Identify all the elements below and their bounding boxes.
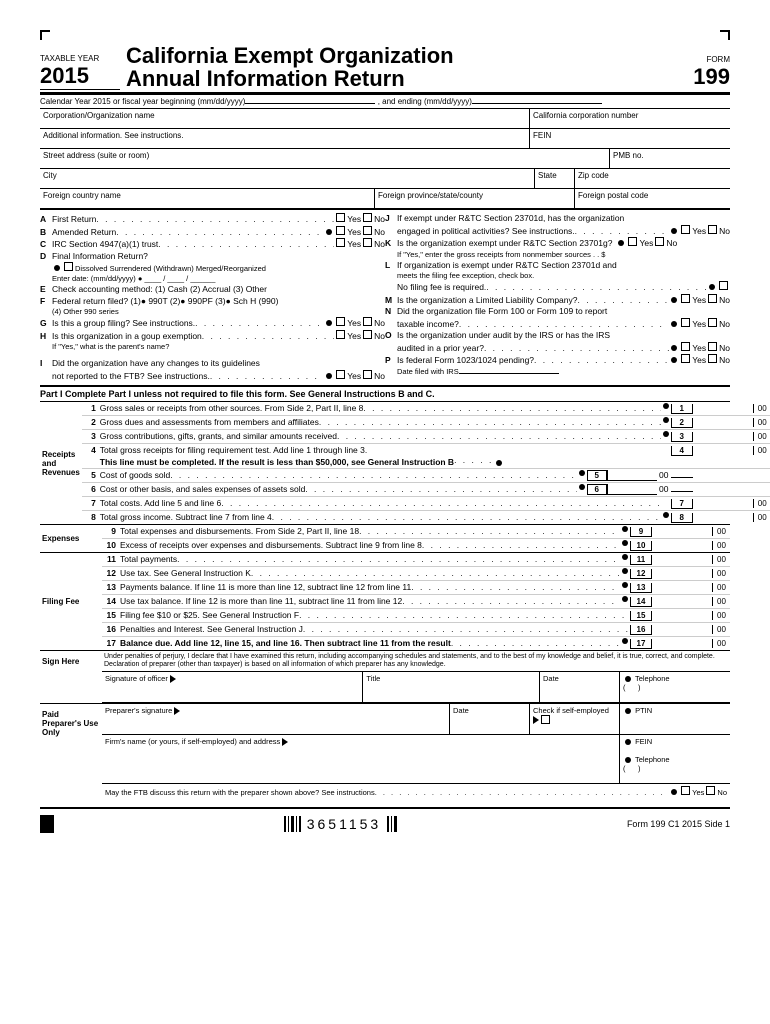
form-code: 3651153 bbox=[307, 816, 381, 832]
prep-fein-field[interactable]: FEIN Telephone( ) bbox=[620, 735, 730, 783]
date-field[interactable]: Date bbox=[540, 672, 620, 702]
foreign-country-field[interactable]: Foreign country name bbox=[40, 189, 375, 208]
b-yes-checkbox[interactable] bbox=[336, 226, 345, 235]
c-no-checkbox[interactable] bbox=[363, 238, 372, 247]
g-yes-checkbox[interactable] bbox=[336, 317, 345, 326]
corner-marks bbox=[40, 30, 730, 40]
form-title-2: Annual Information Return bbox=[126, 67, 670, 90]
prep-date-field[interactable]: Date bbox=[450, 704, 530, 735]
l-checkbox[interactable] bbox=[719, 281, 728, 290]
part-i-header: Part I Complete Part I unless not requir… bbox=[40, 386, 730, 402]
m-yes-checkbox[interactable] bbox=[681, 294, 690, 303]
m-no-checkbox[interactable] bbox=[708, 294, 717, 303]
city-field[interactable]: City bbox=[40, 169, 535, 188]
form-label: FORM bbox=[670, 55, 730, 64]
p-yes-checkbox[interactable] bbox=[681, 354, 690, 363]
ftb-yes-checkbox[interactable] bbox=[681, 786, 690, 795]
page-footer: 3651153 Form 199 C1 2015 Side 1 bbox=[40, 809, 730, 833]
page-label: Form 199 C1 2015 Side 1 bbox=[627, 819, 730, 829]
b-no-checkbox[interactable] bbox=[363, 226, 372, 235]
addl-info-field[interactable]: Additional information. See instructions… bbox=[40, 129, 530, 148]
paid-preparer-section: Paid Preparer's Use Only Preparer's sign… bbox=[40, 704, 730, 810]
i-no-checkbox[interactable] bbox=[363, 370, 372, 379]
k-yes-checkbox[interactable] bbox=[628, 237, 637, 246]
questions-section: AFirst ReturnYes No BAmended ReturnYes N… bbox=[40, 210, 730, 386]
n-yes-checkbox[interactable] bbox=[681, 318, 690, 327]
ptin-field[interactable]: PTIN bbox=[620, 704, 730, 735]
perjury-statement: Under penalties of perjury, I declare th… bbox=[102, 651, 730, 671]
form-title-1: California Exempt Organization bbox=[126, 44, 670, 67]
sign-here-label: Sign Here bbox=[40, 651, 102, 702]
filing-fee-block: Filing Fee 11Total payments1100 12Use ta… bbox=[40, 553, 730, 651]
h-no-checkbox[interactable] bbox=[363, 330, 372, 339]
foreign-province-field[interactable]: Foreign province/state/county bbox=[375, 189, 575, 208]
k-no-checkbox[interactable] bbox=[655, 237, 664, 246]
n-no-checkbox[interactable] bbox=[708, 318, 717, 327]
street-field[interactable]: Street address (suite or room) bbox=[40, 149, 610, 168]
expenses-label: Expenses bbox=[40, 525, 102, 552]
sign-here-section: Sign Here Under penalties of perjury, I … bbox=[40, 651, 730, 703]
telephone-field[interactable]: Telephone( ) bbox=[620, 672, 730, 702]
g-no-checkbox[interactable] bbox=[363, 317, 372, 326]
a-no-checkbox[interactable] bbox=[363, 213, 372, 222]
row-city: City State Zip code bbox=[40, 169, 730, 189]
fein-field[interactable]: FEIN bbox=[530, 129, 730, 148]
line-5-amount[interactable] bbox=[607, 470, 657, 481]
o-no-checkbox[interactable] bbox=[708, 342, 717, 351]
row-foreign: Foreign country name Foreign province/st… bbox=[40, 189, 730, 210]
row-street: Street address (suite or room) PMB no. bbox=[40, 149, 730, 169]
questions-right: JIf exempt under R&TC Section 23701d, ha… bbox=[385, 213, 730, 382]
expenses-block: Expenses 9Total expenses and disbursemen… bbox=[40, 525, 730, 553]
form-number: 199 bbox=[670, 64, 730, 90]
barcode-icon bbox=[284, 816, 301, 832]
a-yes-checkbox[interactable] bbox=[336, 213, 345, 222]
taxable-year-label: TAXABLE YEAR bbox=[40, 54, 120, 63]
officer-signature-field[interactable]: Signature of officer bbox=[102, 672, 363, 702]
h-yes-checkbox[interactable] bbox=[336, 330, 345, 339]
receipts-block: Receipts and Revenues 1Gross sales or re… bbox=[40, 402, 730, 525]
preparer-signature-field[interactable]: Preparer's signature bbox=[102, 704, 450, 735]
ca-corp-num-field[interactable]: California corporation number bbox=[530, 109, 730, 128]
c-yes-checkbox[interactable] bbox=[336, 238, 345, 247]
state-field[interactable]: State bbox=[535, 169, 575, 188]
j-yes-checkbox[interactable] bbox=[681, 225, 690, 234]
pmb-field[interactable]: PMB no. bbox=[610, 149, 730, 168]
line-6-amount[interactable] bbox=[607, 484, 657, 495]
row-corp-name: Corporation/Organization name California… bbox=[40, 109, 730, 129]
foreign-postal-field[interactable]: Foreign postal code bbox=[575, 189, 730, 208]
tax-year: 2015 bbox=[40, 63, 120, 90]
form-header: TAXABLE YEAR 2015 California Exempt Orga… bbox=[40, 44, 730, 95]
receipts-label: Receipts and Revenues bbox=[40, 402, 82, 524]
calendar-year-line: Calendar Year 2015 or fiscal year beginn… bbox=[40, 95, 730, 109]
zip-field[interactable]: Zip code bbox=[575, 169, 730, 188]
filing-fee-label: Filing Fee bbox=[40, 553, 102, 650]
ftb-no-checkbox[interactable] bbox=[706, 786, 715, 795]
row-addl-info: Additional information. See instructions… bbox=[40, 129, 730, 149]
self-employed-field[interactable]: Check if self-employed bbox=[530, 704, 620, 735]
j-no-checkbox[interactable] bbox=[708, 225, 717, 234]
title-field[interactable]: Title bbox=[363, 672, 540, 702]
barcode-left bbox=[40, 815, 54, 833]
i-yes-checkbox[interactable] bbox=[336, 370, 345, 379]
ftb-discuss-field: May the FTB discuss this return with the… bbox=[102, 784, 730, 807]
questions-left: AFirst ReturnYes No BAmended ReturnYes N… bbox=[40, 213, 385, 382]
barcode-icon-2 bbox=[387, 816, 397, 832]
corp-name-field[interactable]: Corporation/Organization name bbox=[40, 109, 530, 128]
firm-name-field[interactable]: Firm's name (or yours, if self-employed)… bbox=[102, 735, 620, 783]
p-no-checkbox[interactable] bbox=[708, 354, 717, 363]
o-yes-checkbox[interactable] bbox=[681, 342, 690, 351]
paid-preparer-label: Paid Preparer's Use Only bbox=[40, 704, 102, 808]
